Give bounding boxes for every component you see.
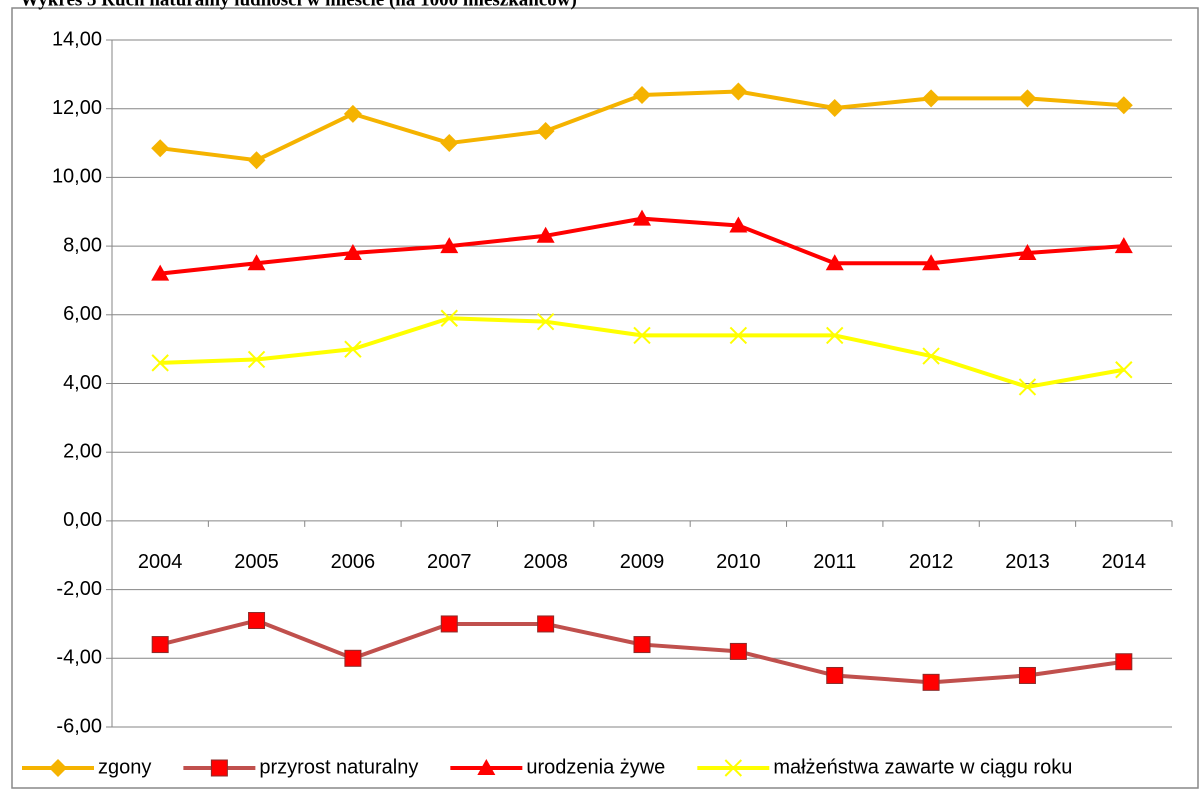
data-point xyxy=(151,636,169,654)
data-point xyxy=(344,340,362,358)
x-tick-label: 2005 xyxy=(234,551,279,573)
data-point xyxy=(151,354,169,372)
data-point xyxy=(440,237,459,254)
data-point xyxy=(633,209,651,226)
x-tick-label: 2009 xyxy=(620,551,665,573)
x-tick-label: 2010 xyxy=(716,551,761,573)
data-point xyxy=(1018,666,1036,684)
x-tick-label: 2014 xyxy=(1102,551,1147,573)
x-tick-label: 2011 xyxy=(813,551,856,573)
x-tick-label: 2013 xyxy=(1005,551,1050,573)
legend-label: zgony xyxy=(98,756,151,778)
legend-marker xyxy=(49,759,67,777)
y-tick-label: -2,00 xyxy=(56,578,102,600)
data-point xyxy=(247,350,266,369)
y-tick-label: 0,00 xyxy=(63,509,102,531)
y-tick-label: 6,00 xyxy=(63,303,102,325)
legend-marker xyxy=(477,759,496,775)
data-point xyxy=(633,85,651,104)
chart-title: Wykres 5 Ruch naturalny ludności w mieśc… xyxy=(20,0,577,10)
data-point xyxy=(826,326,844,345)
data-point xyxy=(633,636,651,654)
data-point xyxy=(344,649,362,667)
legend-label: przyrost naturalny xyxy=(259,756,418,778)
data-point xyxy=(343,243,362,260)
data-point xyxy=(1114,237,1133,254)
data-point xyxy=(729,216,748,233)
data-point xyxy=(922,347,940,365)
legend-label: urodzenia żywe xyxy=(526,756,665,778)
data-point xyxy=(247,151,266,170)
data-point xyxy=(151,139,170,158)
x-tick-label: 2006 xyxy=(331,551,376,573)
x-tick-label: 2004 xyxy=(138,551,183,573)
data-point xyxy=(247,254,266,271)
legend-marker xyxy=(210,759,228,777)
data-point xyxy=(536,226,555,243)
data-point xyxy=(440,134,459,153)
data-point xyxy=(729,642,747,660)
data-point xyxy=(1115,361,1133,379)
data-point xyxy=(151,264,170,281)
data-point xyxy=(729,326,748,345)
legend-marker xyxy=(724,759,743,777)
x-tick-label: 2008 xyxy=(523,551,568,573)
x-tick-label: 2007 xyxy=(427,551,472,573)
data-point xyxy=(826,666,844,684)
data-point xyxy=(922,89,941,108)
y-tick-label: 8,00 xyxy=(63,234,102,256)
data-point xyxy=(1115,653,1133,671)
data-point xyxy=(536,312,555,331)
y-tick-label: -6,00 xyxy=(56,715,102,737)
legend-label: małżeństwa zawarte w ciągu roku xyxy=(773,756,1072,778)
data-point xyxy=(922,254,941,271)
data-point xyxy=(537,615,555,633)
data-point xyxy=(1018,243,1037,260)
data-point xyxy=(922,673,940,691)
data-point xyxy=(825,99,844,118)
y-tick-label: 10,00 xyxy=(52,166,102,188)
data-point xyxy=(1018,89,1037,108)
y-tick-label: 2,00 xyxy=(63,440,102,462)
y-tick-label: 12,00 xyxy=(52,97,102,119)
data-point xyxy=(248,612,266,630)
y-tick-label: 14,00 xyxy=(52,28,102,50)
data-point xyxy=(633,326,651,345)
data-point xyxy=(729,82,748,101)
x-tick-label: 2012 xyxy=(909,551,954,573)
data-point xyxy=(440,615,458,633)
data-point xyxy=(440,309,458,327)
data-point xyxy=(343,104,362,123)
data-point xyxy=(1018,378,1037,396)
data-point xyxy=(536,122,555,141)
y-tick-label: 4,00 xyxy=(63,372,102,394)
data-point xyxy=(1114,96,1133,115)
y-tick-label: -4,00 xyxy=(56,647,102,669)
data-point xyxy=(825,254,844,271)
